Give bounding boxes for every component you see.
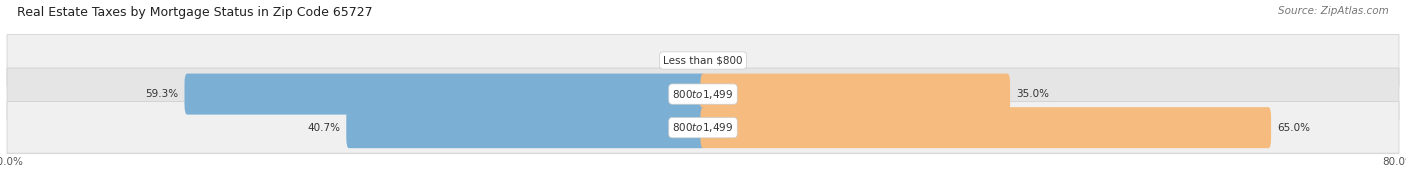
FancyBboxPatch shape (7, 102, 1399, 154)
Text: 0.0%: 0.0% (720, 55, 747, 65)
Text: $800 to $1,499: $800 to $1,499 (672, 88, 734, 101)
Text: 65.0%: 65.0% (1277, 123, 1310, 133)
FancyBboxPatch shape (7, 68, 1399, 120)
FancyBboxPatch shape (700, 107, 1271, 148)
FancyBboxPatch shape (700, 74, 1010, 115)
Text: 40.7%: 40.7% (308, 123, 340, 133)
Text: 35.0%: 35.0% (1017, 89, 1049, 99)
Text: Source: ZipAtlas.com: Source: ZipAtlas.com (1278, 6, 1389, 16)
FancyBboxPatch shape (7, 34, 1399, 86)
Text: 59.3%: 59.3% (145, 89, 179, 99)
Text: $800 to $1,499: $800 to $1,499 (672, 121, 734, 134)
FancyBboxPatch shape (346, 107, 706, 148)
Text: 0.0%: 0.0% (659, 55, 686, 65)
Text: Real Estate Taxes by Mortgage Status in Zip Code 65727: Real Estate Taxes by Mortgage Status in … (17, 6, 373, 19)
Text: Less than $800: Less than $800 (664, 55, 742, 65)
FancyBboxPatch shape (184, 74, 706, 115)
